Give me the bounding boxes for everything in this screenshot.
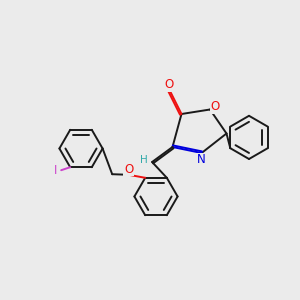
Text: H: H [140,154,148,165]
Text: O: O [164,78,173,91]
Text: O: O [124,163,133,176]
Text: N: N [196,153,206,166]
Text: O: O [211,100,220,113]
Text: I: I [54,164,58,177]
